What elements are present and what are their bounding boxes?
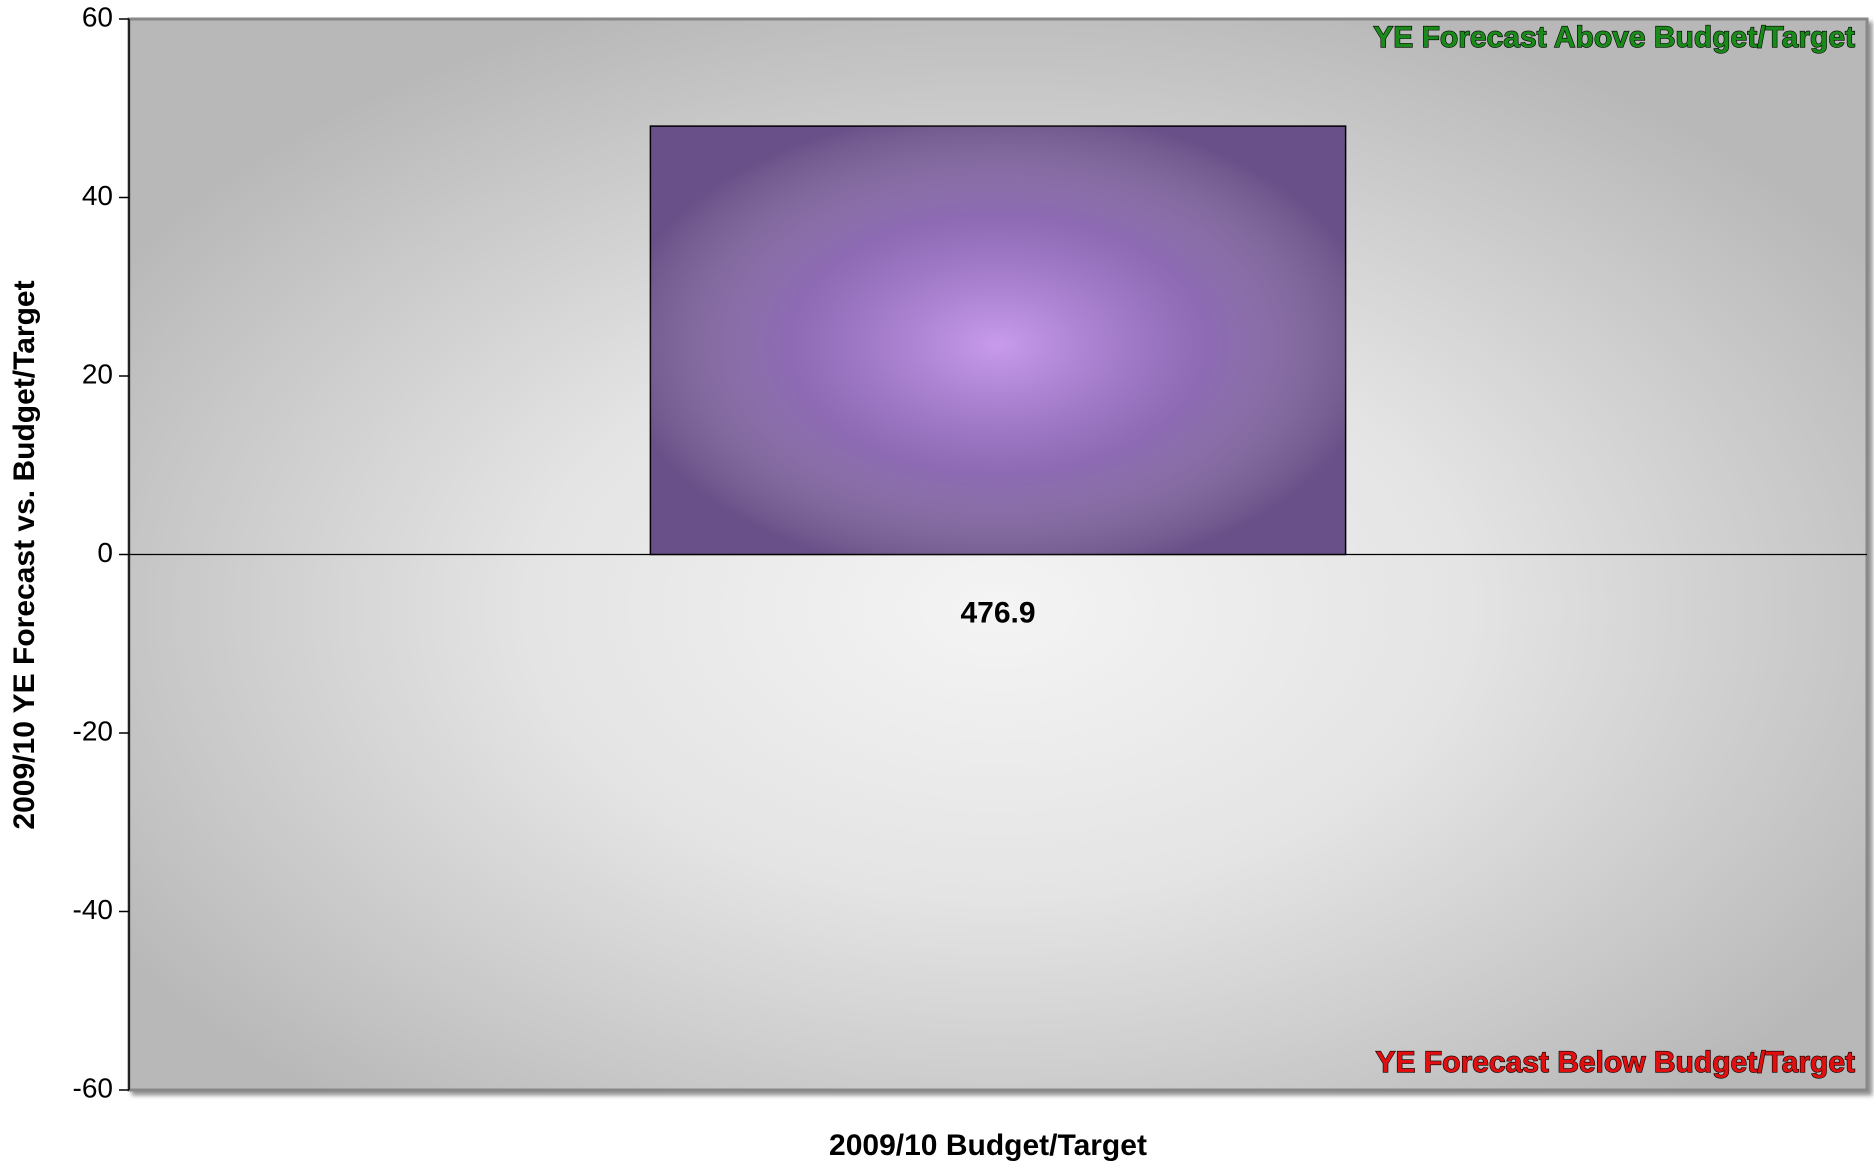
y-tick-label: 40 — [82, 180, 113, 211]
y-tick-label: 0 — [97, 537, 113, 568]
y-tick-label: 60 — [82, 1, 113, 32]
bar — [649, 125, 1347, 556]
annotation: YE Forecast Below Budget/Target — [1375, 1046, 1855, 1079]
y-tick-label: -40 — [73, 894, 113, 925]
x-tick-label: 476.9 — [960, 596, 1035, 629]
x-axis-label: 2009/10 Budget/Target — [829, 1129, 1147, 1162]
y-axis-label: 2009/10 YE Forecast vs. Budget/Target — [8, 280, 41, 829]
y-tick-label: -60 — [73, 1072, 113, 1103]
y-tick-label: -20 — [73, 715, 113, 746]
annotation: YE Forecast Above Budget/Target — [1373, 21, 1855, 54]
y-tick-label: 20 — [82, 358, 113, 389]
